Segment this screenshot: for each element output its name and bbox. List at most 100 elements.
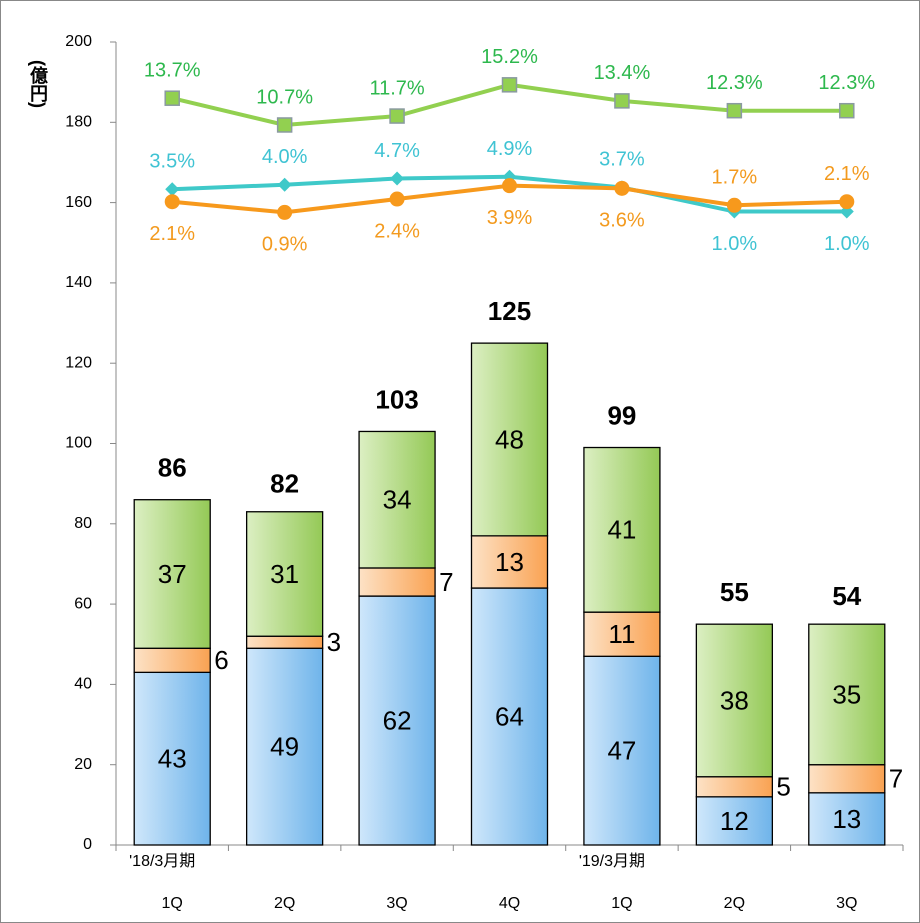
bar-value-label: 37 bbox=[158, 559, 187, 589]
x-group-label: '19/3月期 bbox=[579, 852, 645, 870]
bar-value-label: 7 bbox=[439, 567, 453, 597]
line-marker bbox=[839, 102, 855, 119]
bar-segment bbox=[695, 623, 774, 778]
line-value-label: 3.6% bbox=[599, 210, 645, 232]
y-tick-label: 160 bbox=[65, 194, 92, 211]
bar-segment bbox=[358, 430, 436, 569]
line-marker bbox=[839, 194, 855, 210]
bar-segment bbox=[808, 623, 886, 766]
bar-segment bbox=[695, 796, 774, 846]
bar-segment bbox=[358, 567, 436, 597]
line-value-label: 0.9% bbox=[262, 234, 308, 256]
line-marker bbox=[277, 177, 292, 192]
line-marker bbox=[390, 171, 405, 186]
line-value-label: 1.0% bbox=[824, 233, 870, 255]
bar-segment bbox=[470, 342, 549, 537]
bar-value-label: 31 bbox=[270, 559, 299, 589]
bar-segment bbox=[133, 499, 211, 649]
x-tick-label: 3Q bbox=[386, 895, 407, 912]
bar-value-label: 13 bbox=[832, 804, 861, 834]
line-value-label: 3.5% bbox=[149, 150, 195, 172]
bar-segment bbox=[583, 446, 661, 613]
x-tick-label: 4Q bbox=[499, 895, 520, 912]
bar-value-label: 11 bbox=[608, 619, 635, 649]
bar-value-label: 6 bbox=[214, 645, 228, 675]
bar-total-label: 99 bbox=[607, 400, 636, 430]
bar-segment bbox=[133, 647, 211, 674]
y-tick-label: 120 bbox=[65, 354, 92, 371]
line-marker bbox=[164, 194, 180, 210]
line-marker bbox=[502, 178, 517, 194]
y-tick-label: 60 bbox=[74, 595, 92, 612]
bar-value-label: 13 bbox=[495, 547, 524, 577]
bar-segment bbox=[358, 595, 436, 846]
bar-value-label: 47 bbox=[607, 736, 636, 766]
line-marker bbox=[164, 90, 180, 106]
x-tick-label: 1Q bbox=[162, 895, 183, 912]
bar-segment bbox=[470, 535, 549, 589]
line-value-label: 4.7% bbox=[374, 140, 420, 162]
line-value-label: 4.0% bbox=[262, 146, 308, 168]
y-tick-label: 100 bbox=[65, 435, 92, 452]
line-marker bbox=[614, 180, 630, 196]
bar-value-label: 5 bbox=[776, 772, 790, 802]
y-tick-label: 200 bbox=[65, 33, 92, 50]
line-marker bbox=[276, 117, 293, 133]
line-marker bbox=[501, 77, 518, 93]
line-marker bbox=[277, 204, 293, 220]
y-tick-label: 140 bbox=[65, 274, 92, 291]
y-axis-label: (億円) bbox=[28, 60, 48, 108]
bar-segment bbox=[133, 671, 211, 846]
bar-segment bbox=[245, 635, 324, 649]
bar-total-label: 86 bbox=[158, 453, 187, 483]
bar-value-label: 3 bbox=[327, 627, 341, 657]
bar-total-label: 55 bbox=[720, 577, 749, 607]
x-tick-label: 2Q bbox=[724, 895, 745, 912]
x-tick-label: 2Q bbox=[274, 895, 295, 912]
x-tick-label: 1Q bbox=[611, 895, 632, 912]
bar-segment bbox=[470, 587, 549, 846]
line-value-label: 4.9% bbox=[487, 138, 533, 160]
bar-value-label: 38 bbox=[720, 685, 749, 715]
bar-value-label: 49 bbox=[270, 732, 299, 762]
y-tick-label: 0 bbox=[83, 836, 92, 853]
bar-value-label: 62 bbox=[383, 705, 412, 735]
bar-value-label: 64 bbox=[495, 701, 524, 731]
line-value-label: 12.3% bbox=[706, 72, 763, 94]
line-marker bbox=[614, 93, 630, 109]
line-value-label: 13.4% bbox=[594, 62, 651, 84]
y-tick-label: 20 bbox=[74, 756, 92, 773]
bar-total-label: 54 bbox=[832, 581, 861, 611]
line-value-label: 3.7% bbox=[599, 149, 645, 171]
y-tick-label: 80 bbox=[74, 515, 92, 532]
bar-segment bbox=[245, 511, 324, 637]
bar-value-label: 12 bbox=[720, 806, 749, 836]
bar-segment bbox=[808, 764, 886, 794]
line-value-label: 1.7% bbox=[712, 167, 758, 189]
bar-total-label: 125 bbox=[488, 296, 531, 326]
bar-value-label: 43 bbox=[158, 744, 187, 774]
line-value-label: 2.4% bbox=[374, 220, 420, 242]
bar-value-label: 7 bbox=[889, 764, 903, 794]
line-marker bbox=[726, 197, 742, 213]
bar-segment bbox=[695, 776, 774, 798]
bar-segment bbox=[808, 792, 886, 846]
bar-value-label: 41 bbox=[607, 515, 636, 545]
bar-value-label: 48 bbox=[495, 424, 524, 454]
line-value-label: 2.1% bbox=[824, 163, 870, 185]
bar-value-label: 35 bbox=[832, 679, 861, 709]
x-group-label: '18/3月期 bbox=[129, 852, 195, 870]
bar-total-label: 103 bbox=[375, 384, 418, 414]
line-marker bbox=[389, 108, 405, 124]
line-value-label: 2.1% bbox=[149, 223, 195, 245]
line-value-label: 12.3% bbox=[818, 72, 875, 94]
line-value-label: 3.9% bbox=[487, 207, 533, 229]
bar-value-label: 34 bbox=[383, 485, 412, 515]
line-marker bbox=[165, 182, 180, 197]
bar-total-label: 82 bbox=[270, 469, 299, 499]
line-value-label: 10.7% bbox=[256, 86, 313, 108]
line-marker bbox=[389, 191, 405, 207]
line-value-label: 1.0% bbox=[712, 233, 758, 255]
